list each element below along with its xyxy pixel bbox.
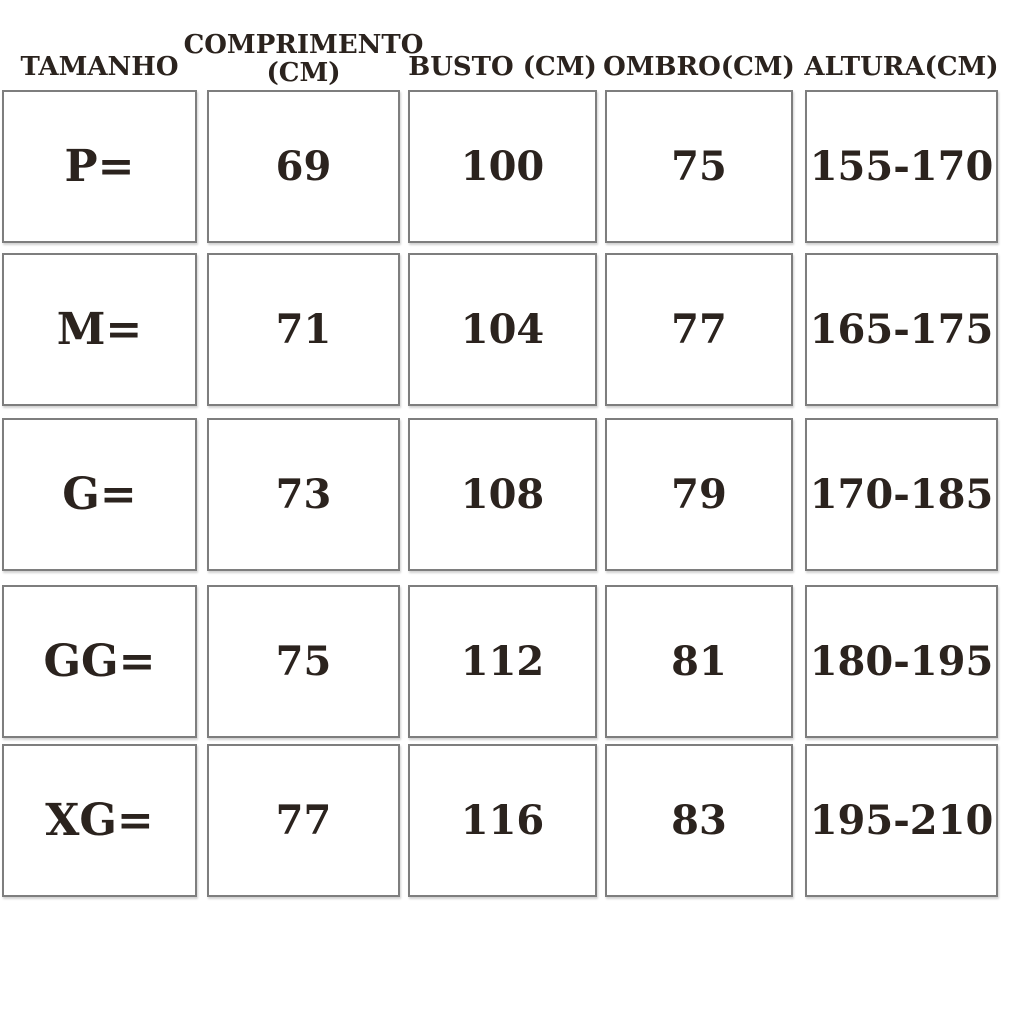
- cell-busto: 112: [408, 585, 597, 738]
- column-header-label: ALTURA(CM): [804, 52, 999, 83]
- cell-ombro: 77: [605, 253, 793, 406]
- cell-tamanho: G=: [2, 418, 197, 571]
- table-row: G= 73 108 79 170-185: [0, 418, 1024, 571]
- table-row: XG= 77 116 83 195-210: [0, 744, 1024, 897]
- column-header-ombro: OMBRO(CM): [603, 52, 795, 90]
- column-header-altura: ALTURA(CM): [804, 52, 999, 90]
- column-header-label: COMPRIMENTO: [183, 29, 424, 60]
- cell-tamanho: GG=: [2, 585, 197, 738]
- table-row: M= 71 104 77 165-175: [0, 253, 1024, 406]
- cell-tamanho: P=: [2, 90, 197, 243]
- column-header-comprimento: COMPRIMENTO (CM): [184, 31, 424, 90]
- cell-altura: 170-185: [805, 418, 998, 571]
- cell-altura: 195-210: [805, 744, 998, 897]
- table-header: TAMANHO COMPRIMENTO (CM) BUSTO (CM) OMBR…: [0, 0, 1024, 90]
- cell-comprimento: 77: [207, 744, 400, 897]
- cell-comprimento: 71: [207, 253, 400, 406]
- cell-busto: 116: [408, 744, 597, 897]
- cell-altura: 180-195: [805, 585, 998, 738]
- column-header-tamanho: TAMANHO: [2, 53, 197, 90]
- cell-altura: 155-170: [805, 90, 998, 243]
- cell-ombro: 79: [605, 418, 793, 571]
- column-header-label: BUSTO (CM): [408, 52, 597, 83]
- cell-tamanho: M=: [2, 253, 197, 406]
- table-row: GG= 75 112 81 180-195: [0, 585, 1024, 738]
- cell-busto: 108: [408, 418, 597, 571]
- cell-ombro: 75: [605, 90, 793, 243]
- column-header-label-line2: (CM): [266, 58, 341, 89]
- cell-ombro: 83: [605, 744, 793, 897]
- cell-tamanho: XG=: [2, 744, 197, 897]
- cell-busto: 104: [408, 253, 597, 406]
- cell-comprimento: 73: [207, 418, 400, 571]
- table-row: P= 69 100 75 155-170: [0, 90, 1024, 243]
- cell-comprimento: 75: [207, 585, 400, 738]
- cell-altura: 165-175: [805, 253, 998, 406]
- column-header-label: OMBRO(CM): [603, 52, 795, 83]
- cell-comprimento: 69: [207, 90, 400, 243]
- cell-ombro: 81: [605, 585, 793, 738]
- column-header-label: TAMANHO: [20, 52, 179, 83]
- column-header-busto: BUSTO (CM): [408, 53, 597, 90]
- cell-busto: 100: [408, 90, 597, 243]
